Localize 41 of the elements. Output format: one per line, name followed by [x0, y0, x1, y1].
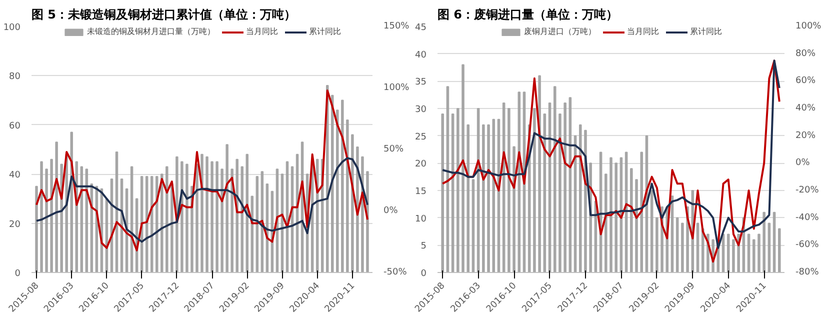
legend-label: 累计同比 — [309, 26, 341, 37]
y-tick-label: 20 — [415, 160, 427, 170]
y-tick-label: 10 — [415, 214, 427, 224]
legend-label: 当月同比 — [246, 26, 278, 37]
chart-title: 图 5：未锻造铜及铜材进口累计值（单位：万吨） — [32, 8, 296, 22]
y2-tick-label: 100% — [384, 83, 410, 93]
y2-tick-label: -20% — [796, 186, 820, 196]
y2-tick-label: 50% — [384, 144, 404, 154]
y-tick-label: 80 — [9, 72, 21, 82]
y-tick-label: 100 — [3, 23, 21, 33]
y-tick-label: 0 — [420, 269, 427, 279]
legend-label: 累计同比 — [690, 26, 722, 37]
legend-label: 当月同比 — [627, 26, 659, 37]
y2-tick-label: 0% — [796, 158, 810, 168]
y2-tick-label: 0% — [384, 206, 398, 216]
legend-label: 未锻造的铜及铜材月进口量（万吨） — [87, 26, 215, 37]
y2-tick-label: 40% — [796, 104, 816, 114]
y2-tick-label: 100% — [796, 22, 822, 32]
y-tick-label: 40 — [9, 170, 21, 181]
y-tick-label: 45 — [415, 23, 426, 33]
y2-tick-label: -60% — [796, 240, 820, 250]
y2-tick-label: 60% — [796, 76, 816, 86]
y-tick-label: 5 — [420, 242, 427, 252]
y-tick-label: 35 — [415, 78, 426, 88]
y2-tick-label: -50% — [384, 268, 408, 278]
line-series — [36, 157, 368, 243]
line-series — [36, 89, 368, 252]
y-tick-label: 60 — [9, 121, 21, 132]
y-tick-label: 20 — [9, 220, 21, 230]
y-tick-label: 30 — [415, 105, 427, 115]
legend-label: 废铜月进口（万吨） — [524, 26, 596, 37]
y-tick-label: 25 — [415, 132, 426, 142]
y2-tick-label: 80% — [796, 48, 816, 59]
y2-tick-label: 20% — [796, 130, 816, 141]
y-tick-label: 0 — [14, 269, 21, 279]
y2-tick-label: 150% — [384, 22, 410, 32]
y-tick-label: 40 — [415, 50, 427, 60]
chart-title: 图 6：废铜进口量（单位：万吨） — [438, 8, 618, 22]
y2-tick-label: -40% — [796, 212, 820, 223]
y2-tick-label: -80% — [796, 268, 820, 278]
y-tick-label: 15 — [415, 187, 426, 197]
